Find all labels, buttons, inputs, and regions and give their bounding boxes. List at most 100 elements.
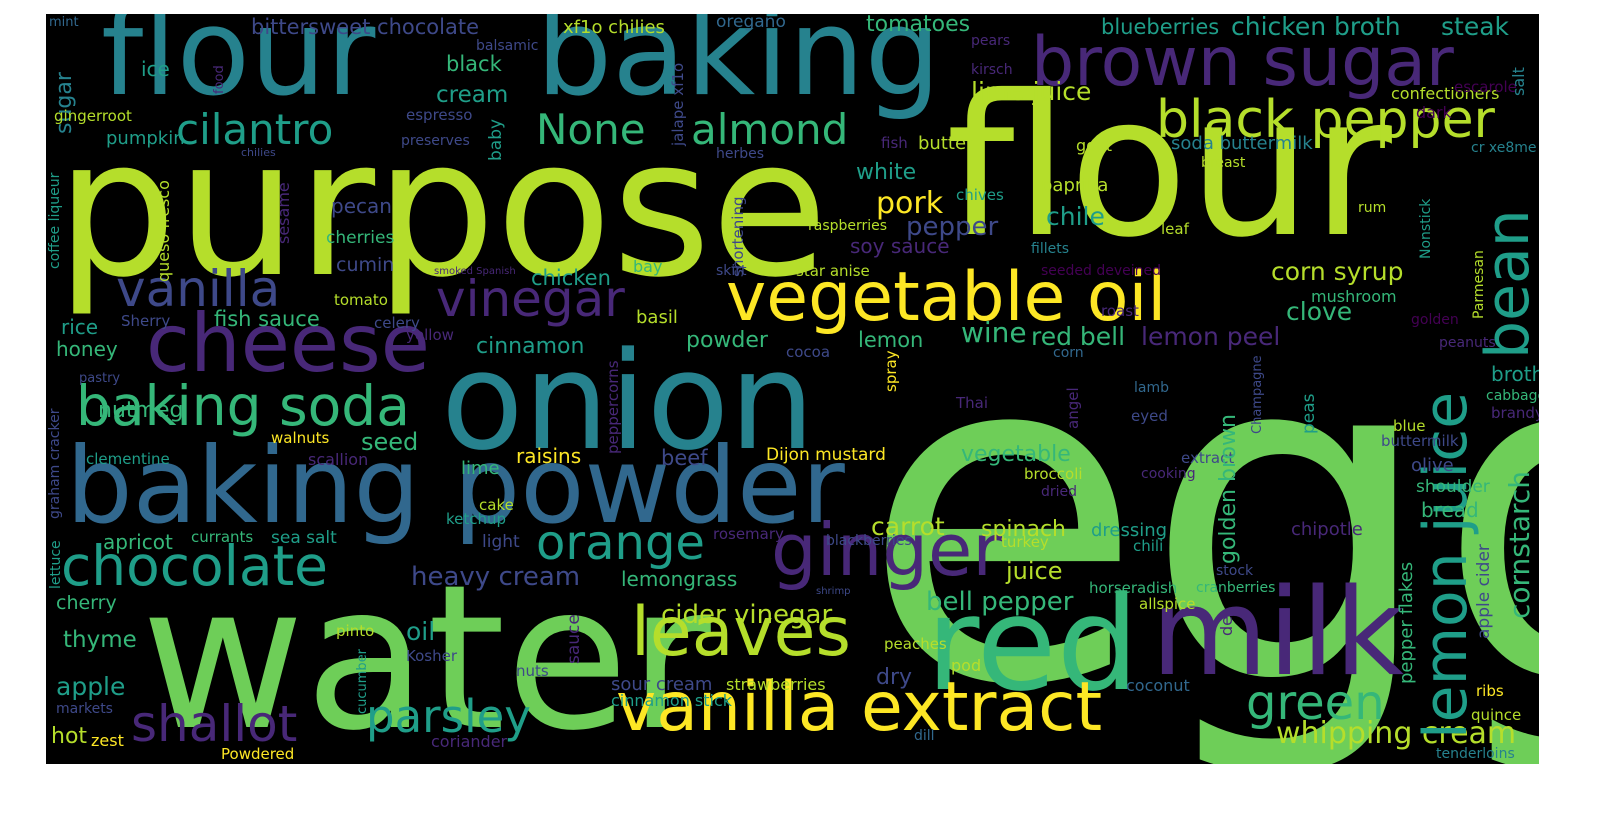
cloud-word: turkey: [1001, 533, 1049, 551]
cloud-word: steak: [1441, 14, 1510, 41]
cloud-word: spray: [882, 350, 900, 392]
cloud-word: vinegar: [436, 270, 625, 328]
cloud-word: chipotle: [1291, 519, 1363, 540]
cloud-word: preserves: [401, 133, 470, 149]
cloud-word: jalape xf1o: [669, 62, 687, 146]
cloud-word: balsamic: [476, 38, 539, 54]
cloud-word: blackberries: [826, 533, 912, 549]
cloud-word: black pepper: [1156, 90, 1495, 150]
cloud-word: Champagne: [1250, 355, 1265, 434]
cloud-word: raspberries: [808, 218, 888, 234]
cloud-word: raisins: [516, 444, 582, 468]
cloud-word: vegetable: [961, 442, 1071, 467]
cloud-word: zest: [91, 731, 124, 750]
cloud-word: white: [856, 160, 917, 185]
cloud-word: allspice: [1139, 595, 1196, 613]
cloud-word: confectioners: [1391, 84, 1500, 103]
cloud-word: xf1o chilies: [563, 17, 665, 38]
cloud-word: fish: [881, 134, 908, 152]
cloud-word: Thai: [956, 394, 989, 412]
cloud-word: chile: [1046, 202, 1105, 231]
cloud-word: mint: [49, 15, 79, 30]
word-cloud: eggpurposeflourwaterflourbakingonionbaki…: [46, 14, 1539, 764]
cloud-word: green: [1246, 675, 1385, 731]
cloud-word: buttermilk: [1381, 432, 1459, 450]
cloud-word: Kosher: [406, 647, 457, 665]
cloud-word: fish sauce: [214, 307, 320, 331]
cloud-word: cilantro: [176, 105, 334, 154]
cloud-word: gingerroot: [54, 107, 132, 125]
cloud-word: herbes: [716, 146, 765, 162]
cloud-word: cider vinegar: [661, 600, 833, 630]
cloud-word: None: [536, 105, 646, 154]
cloud-word: peanuts: [1439, 335, 1496, 351]
cloud-word: pastry: [79, 371, 121, 386]
cloud-word: peas: [1299, 393, 1319, 434]
cloud-word: quince: [1471, 706, 1522, 724]
cloud-word: cheese: [146, 297, 431, 390]
cloud-word: apple: [56, 672, 126, 701]
cloud-word: extract: [1181, 449, 1235, 467]
cloud-word: chicken broth: [1231, 14, 1401, 41]
cloud-word: soda buttermilk: [1171, 133, 1313, 154]
cloud-word: ice: [141, 57, 170, 81]
cloud-word: onion: [441, 323, 815, 480]
cloud-word: star anise: [796, 262, 870, 280]
cloud-word: queso fresco: [154, 180, 173, 282]
cloud-word: roast: [1101, 302, 1139, 320]
cloud-word: angel: [1064, 387, 1082, 429]
cloud-word: cocoa: [786, 343, 831, 361]
cloud-word: brandy: [1491, 404, 1539, 422]
cloud-word: honey: [56, 337, 118, 361]
cloud-word: peppercorns: [604, 360, 622, 454]
cloud-word: horseradish: [1089, 579, 1178, 597]
cloud-word: lemon peel: [1141, 322, 1281, 351]
cloud-word: sea salt: [271, 528, 337, 548]
cloud-word: cinnamon stick: [611, 691, 733, 710]
cloud-word: dill: [914, 728, 935, 744]
cloud-word: seeded deveined: [1041, 263, 1162, 279]
cloud-word: pinto: [336, 622, 375, 640]
cloud-word: kirsch: [971, 62, 1013, 78]
cloud-word: sour cream: [611, 674, 713, 695]
cloud-word: broth: [1491, 362, 1539, 386]
cloud-word: light: [482, 532, 520, 552]
cloud-word: dry: [876, 665, 913, 690]
cloud-word: basil: [636, 307, 678, 328]
cloud-word: lemon: [858, 328, 924, 352]
cloud-word: cucumber: [355, 648, 370, 714]
cloud-word: clementine: [86, 450, 170, 468]
cloud-word: cornstarch: [1503, 470, 1536, 619]
cloud-word: cooking: [1141, 466, 1196, 482]
cloud-word: golden brown: [1216, 414, 1241, 564]
cloud-word: smoked Spanish: [434, 266, 516, 277]
cloud-word: baby: [486, 118, 506, 161]
cloud-word: purpose: [56, 98, 828, 319]
cloud-word: almond: [691, 105, 849, 154]
cloud-word: chocolate: [61, 534, 329, 598]
cloud-word: escarole: [1454, 78, 1517, 96]
cloud-word: chives: [956, 186, 1004, 204]
cloud-word: wine: [961, 316, 1027, 349]
cloud-word: chilies: [241, 146, 276, 159]
cloud-word: mushroom: [1311, 287, 1397, 306]
cloud-word: espresso: [406, 106, 473, 124]
cloud-word: food: [212, 65, 227, 94]
cloud-word: tenderloins: [1436, 746, 1515, 762]
cloud-word: lamb: [1134, 380, 1169, 396]
cloud-word: cabbage: [1486, 388, 1539, 404]
cloud-word: rosemary: [713, 525, 784, 543]
cloud-word: vanilla extract: [616, 668, 1103, 747]
cloud-word: heavy cream: [411, 562, 581, 592]
cloud-word: Powdered: [221, 745, 295, 763]
cloud-word: whipping cream: [1276, 716, 1517, 751]
cloud-word: blueberries: [1101, 15, 1220, 39]
cloud-word: pepper flakes: [1396, 561, 1417, 684]
cloud-word: Sherry: [121, 312, 171, 330]
cloud-word: spinach: [981, 517, 1067, 542]
cloud-word: cake: [479, 496, 514, 514]
cloud-word: pod: [951, 656, 982, 675]
cloud-word: salt: [1509, 67, 1528, 96]
cloud-word: cinnamon: [476, 334, 585, 359]
cloud-word: carrot: [871, 512, 945, 541]
